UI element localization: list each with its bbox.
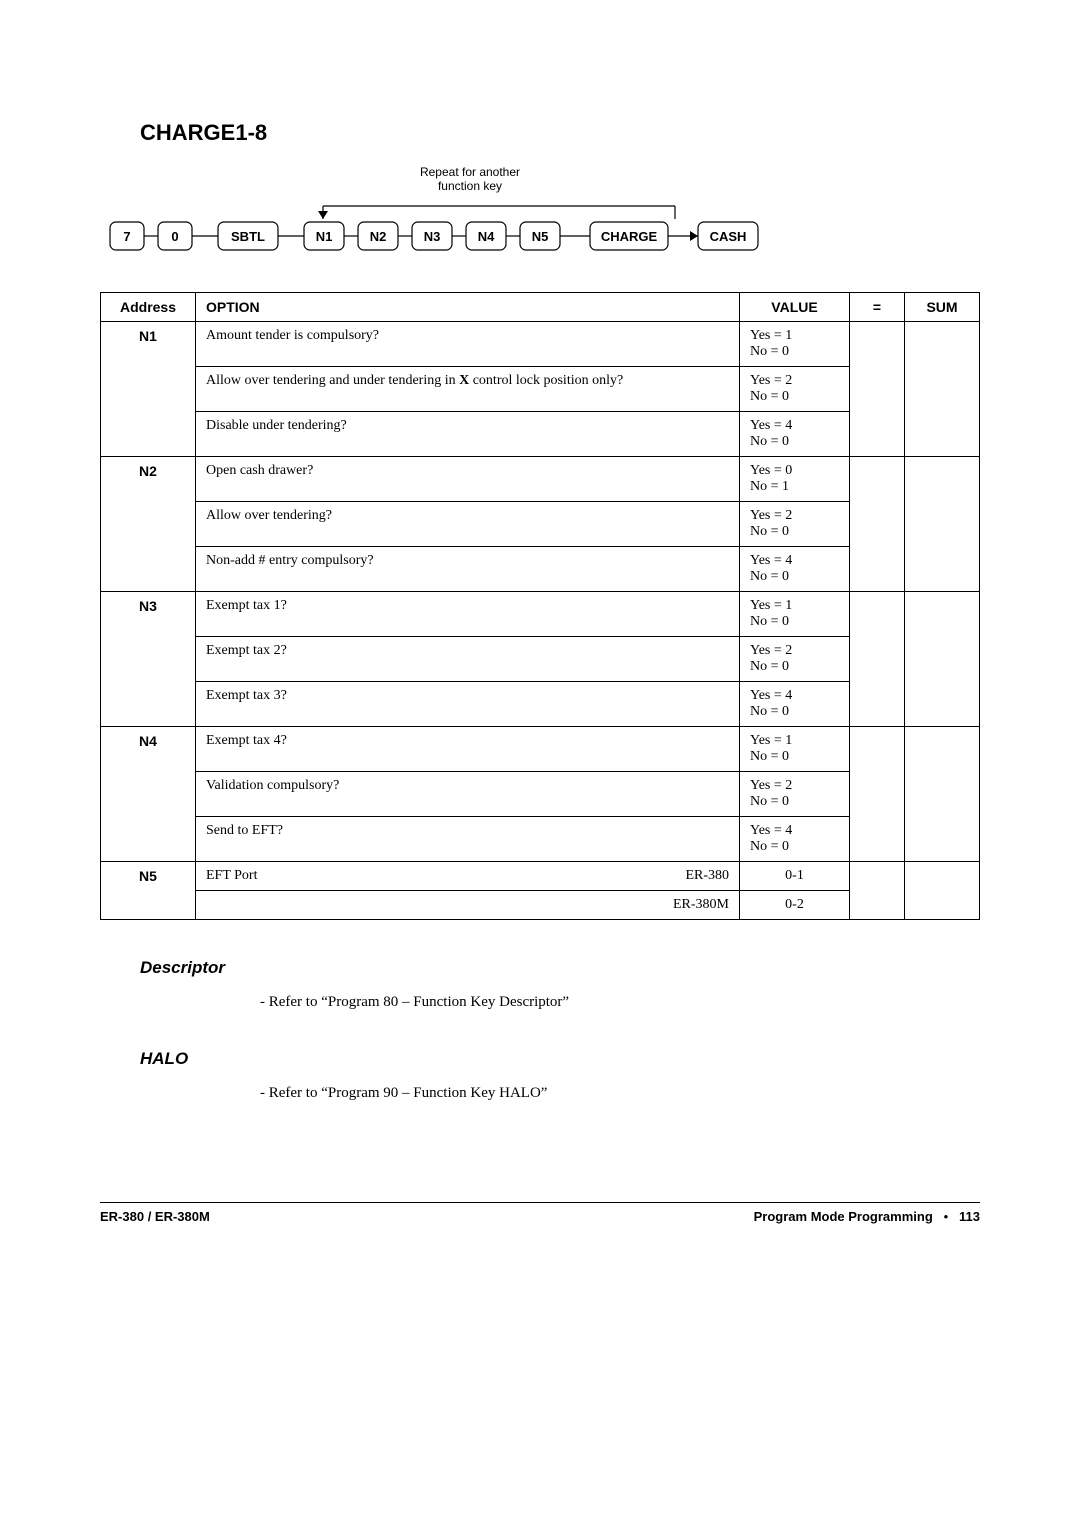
- flow-box-sbtl: SBTL: [231, 229, 265, 244]
- option-cell: Disable under tendering?: [196, 412, 740, 457]
- value-cell: 0-2: [740, 891, 850, 920]
- option-cell: Validation compulsory?: [196, 772, 740, 817]
- table-row: ER-380M0-2: [101, 891, 980, 920]
- sum-cell: [905, 862, 980, 920]
- option-cell: Exempt tax 3?: [196, 682, 740, 727]
- table-row: Allow over tendering and under tendering…: [101, 367, 980, 412]
- sum-cell: [905, 322, 980, 457]
- footer-right: Program Mode Programming • 113: [754, 1209, 980, 1224]
- address-cell: N3: [101, 592, 196, 727]
- option-cell: Amount tender is compulsory?: [196, 322, 740, 367]
- options-table: Address OPTION VALUE = SUM N1Amount tend…: [100, 292, 980, 920]
- table-row: N2Open cash drawer?Yes = 0 No = 1: [101, 457, 980, 502]
- address-cell: N2: [101, 457, 196, 592]
- value-cell: Yes = 2 No = 0: [740, 502, 850, 547]
- option-cell: Exempt tax 2?: [196, 637, 740, 682]
- value-cell: Yes = 1 No = 0: [740, 322, 850, 367]
- flow-box-n3: N3: [424, 229, 441, 244]
- footer-left: ER-380 / ER-380M: [100, 1209, 210, 1224]
- th-sum: SUM: [905, 293, 980, 322]
- th-value: VALUE: [740, 293, 850, 322]
- page-footer: ER-380 / ER-380M Program Mode Programmin…: [100, 1202, 980, 1224]
- value-cell: Yes = 2 No = 0: [740, 637, 850, 682]
- flow-box-n4: N4: [478, 229, 495, 244]
- value-cell: Yes = 4 No = 0: [740, 682, 850, 727]
- flowchart-container: Repeat for another function key 7 0 SBTL…: [100, 164, 980, 264]
- value-cell: 0-1: [740, 862, 850, 891]
- value-cell: Yes = 2 No = 0: [740, 367, 850, 412]
- halo-text: - Refer to “Program 90 – Function Key HA…: [260, 1085, 980, 1102]
- section-title: CHARGE1-8: [140, 120, 980, 146]
- footer-bullet: •: [944, 1209, 949, 1224]
- flowchart-svg: Repeat for another function key 7 0 SBTL…: [100, 164, 920, 264]
- flow-box-7: 7: [123, 229, 130, 244]
- flow-box-n2: N2: [370, 229, 387, 244]
- option-cell: ER-380M: [196, 891, 740, 920]
- eq-cell: [850, 592, 905, 727]
- footer-right-label: Program Mode Programming: [754, 1209, 933, 1224]
- table-row: Validation compulsory?Yes = 2 No = 0: [101, 772, 980, 817]
- option-cell: Non-add # entry compulsory?: [196, 547, 740, 592]
- flow-box-0: 0: [171, 229, 178, 244]
- option-cell: Exempt tax 4?: [196, 727, 740, 772]
- table-row: Send to EFT?Yes = 4 No = 0: [101, 817, 980, 862]
- option-cell: Send to EFT?: [196, 817, 740, 862]
- sum-cell: [905, 457, 980, 592]
- table-row: Disable under tendering?Yes = 4 No = 0: [101, 412, 980, 457]
- value-cell: Yes = 4 No = 0: [740, 412, 850, 457]
- flow-box-charge: CHARGE: [601, 229, 658, 244]
- table-row: Exempt tax 2?Yes = 2 No = 0: [101, 637, 980, 682]
- address-cell: N1: [101, 322, 196, 457]
- th-option: OPTION: [196, 293, 740, 322]
- table-row: N1Amount tender is compulsory?Yes = 1 No…: [101, 322, 980, 367]
- descriptor-text: - Refer to “Program 80 – Function Key De…: [260, 994, 980, 1011]
- eq-cell: [850, 862, 905, 920]
- option-cell: Open cash drawer?: [196, 457, 740, 502]
- th-address: Address: [101, 293, 196, 322]
- flow-box-cash: CASH: [710, 229, 747, 244]
- table-row: N4Exempt tax 4?Yes = 1 No = 0: [101, 727, 980, 772]
- table-row: Exempt tax 3?Yes = 4 No = 0: [101, 682, 980, 727]
- th-eq: =: [850, 293, 905, 322]
- descriptor-heading: Descriptor: [140, 958, 980, 978]
- sum-cell: [905, 592, 980, 727]
- repeat-label-line2: function key: [438, 179, 502, 193]
- value-cell: Yes = 0 No = 1: [740, 457, 850, 502]
- flow-box-n1: N1: [316, 229, 333, 244]
- repeat-label-line1: Repeat for another: [420, 165, 520, 179]
- option-cell: Allow over tendering and under tendering…: [196, 367, 740, 412]
- footer-page: 113: [959, 1209, 980, 1224]
- value-cell: Yes = 4 No = 0: [740, 817, 850, 862]
- table-row: Non-add # entry compulsory?Yes = 4 No = …: [101, 547, 980, 592]
- value-cell: Yes = 1 No = 0: [740, 592, 850, 637]
- table-row: N5EFT PortER-3800-1: [101, 862, 980, 891]
- address-cell: N5: [101, 862, 196, 920]
- eq-cell: [850, 322, 905, 457]
- value-cell: Yes = 2 No = 0: [740, 772, 850, 817]
- option-cell: Exempt tax 1?: [196, 592, 740, 637]
- sum-cell: [905, 727, 980, 862]
- eq-cell: [850, 727, 905, 862]
- eq-cell: [850, 457, 905, 592]
- flow-box-n5: N5: [532, 229, 549, 244]
- table-row: N3Exempt tax 1?Yes = 1 No = 0: [101, 592, 980, 637]
- value-cell: Yes = 1 No = 0: [740, 727, 850, 772]
- value-cell: Yes = 4 No = 0: [740, 547, 850, 592]
- option-cell: Allow over tendering?: [196, 502, 740, 547]
- address-cell: N4: [101, 727, 196, 862]
- halo-heading: HALO: [140, 1049, 980, 1069]
- option-cell: EFT PortER-380: [196, 862, 740, 891]
- table-row: Allow over tendering?Yes = 2 No = 0: [101, 502, 980, 547]
